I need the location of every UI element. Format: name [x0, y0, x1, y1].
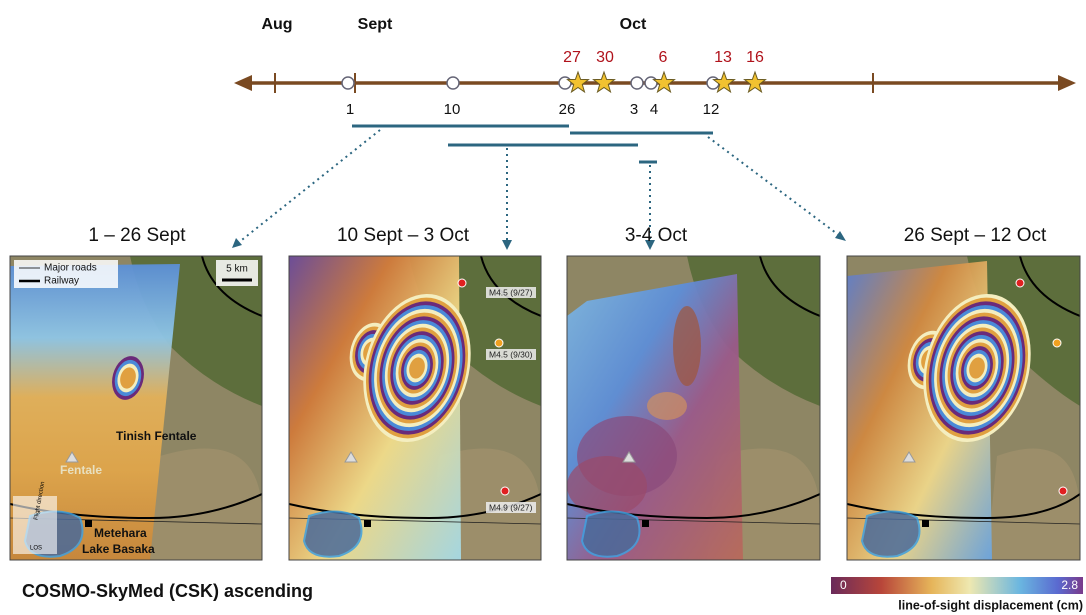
map-panel — [567, 256, 820, 560]
epicenter — [1016, 279, 1024, 287]
date-label: 3 — [630, 101, 638, 118]
scale-label: 5 km — [226, 264, 248, 275]
lake — [582, 511, 640, 556]
earthquake-label: M4.5 (9/27) — [489, 287, 533, 297]
legend-label: Major roads — [44, 263, 97, 274]
pointer-arrows — [238, 130, 840, 243]
acquisition-marker — [559, 77, 571, 89]
earthquake-date: 16 — [746, 49, 764, 66]
acquisition-marker — [342, 77, 354, 89]
los-label: LOS — [30, 546, 42, 552]
anomaly — [673, 306, 701, 386]
colorbar-min: 0 — [840, 578, 847, 592]
month-label: Sept — [358, 16, 393, 33]
pointer — [708, 137, 840, 236]
date-label: 26 — [559, 101, 576, 118]
date-label: 1 — [346, 101, 354, 118]
arrow-head — [234, 75, 252, 91]
earthquake-date: 13 — [714, 49, 732, 66]
place-label: Metehara — [94, 526, 147, 540]
earthquake-star — [745, 72, 766, 92]
colorbar-max: 2.8 — [1061, 578, 1078, 592]
terrain — [987, 449, 1080, 561]
epicenter — [495, 339, 503, 347]
arrow-head — [502, 240, 512, 250]
earthquake-star — [594, 72, 615, 92]
earthquake-star — [568, 72, 589, 92]
epicenter — [1059, 487, 1067, 495]
pointer-heads — [232, 231, 846, 250]
earthquake-date: 27 — [563, 49, 581, 66]
epicenter — [458, 279, 466, 287]
map-panel — [289, 256, 541, 560]
date-label: 4 — [650, 101, 658, 118]
earthquake-star — [654, 72, 675, 92]
arrow-head — [835, 231, 846, 241]
map-content — [847, 256, 1080, 560]
arrow-head — [232, 238, 242, 248]
acquisition-marker — [447, 77, 459, 89]
lake — [862, 511, 920, 556]
month-label: Aug — [261, 16, 292, 33]
town — [364, 520, 371, 527]
place-label: Tinish Fentale — [116, 429, 197, 443]
panel-title: 3-4 Oct — [625, 225, 688, 246]
maps — [10, 256, 1080, 560]
colorbar-label: line-of-sight displacement (cm) — [898, 598, 1083, 612]
month-label: Oct — [620, 16, 647, 33]
acquisition-marker — [645, 77, 657, 89]
town — [642, 520, 649, 527]
figure: Aug Sept Oct 1 10 26 3 4 12 27 30 6 13 1… — [0, 0, 1086, 615]
lake — [304, 511, 362, 556]
date-label: 10 — [444, 101, 461, 118]
date-label: 12 — [703, 101, 720, 118]
earthquake-date: 30 — [596, 49, 614, 66]
arrow-head — [1058, 75, 1076, 91]
place-label: Lake Basaka — [82, 542, 155, 556]
earthquake-label: M4.9 (9/27) — [489, 502, 533, 512]
map-content — [289, 256, 541, 560]
earthquake-star — [714, 72, 735, 92]
legend-label: Railway — [44, 276, 79, 287]
panel-title: 26 Sept – 12 Oct — [904, 225, 1047, 246]
anomaly — [647, 392, 687, 420]
terrain — [150, 449, 262, 561]
earthquake-label: M4.5 (9/30) — [489, 349, 533, 359]
footer-title: COSMO-SkyMed (CSK) ascending — [22, 581, 313, 601]
earthquake-date: 6 — [659, 49, 668, 66]
town — [922, 520, 929, 527]
acquisition-marker — [631, 77, 643, 89]
map-content — [567, 256, 820, 560]
place-label: Fentale — [60, 463, 102, 477]
panel-title: 1 – 26 Sept — [88, 225, 186, 246]
epicenter — [1053, 339, 1061, 347]
interferogram-spans — [352, 126, 713, 162]
timeline: Aug Sept Oct 1 10 26 3 4 12 27 30 6 13 1… — [232, 16, 1076, 250]
map-panel — [847, 256, 1080, 560]
epicenter — [501, 487, 509, 495]
colorbar — [831, 577, 1083, 594]
panel-title: 10 Sept – 3 Oct — [337, 225, 470, 246]
town — [85, 520, 92, 527]
